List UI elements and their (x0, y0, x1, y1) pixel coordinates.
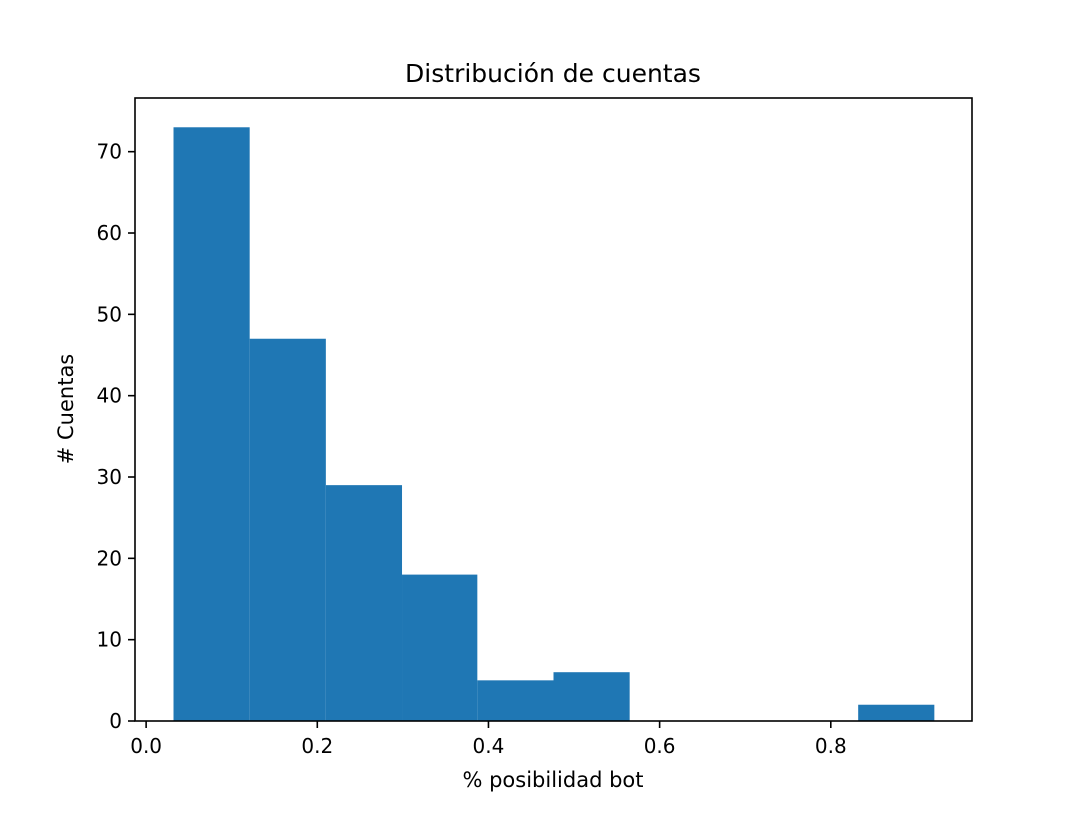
histogram-bar (325, 485, 403, 721)
y-tick-label: 30 (97, 465, 122, 489)
x-axis-label: % posibilidad bot (462, 768, 643, 792)
histogram-bar (173, 127, 250, 722)
chart-title: Distribución de cuentas (405, 59, 701, 88)
y-tick-label: 50 (97, 302, 122, 326)
x-tick-label: 0.8 (815, 734, 847, 758)
histogram-bar (553, 672, 630, 721)
histogram-bar (402, 574, 478, 721)
y-tick-label: 70 (97, 140, 122, 164)
y-tick-label: 0 (109, 709, 122, 733)
y-axis-label: # Cuentas (54, 354, 78, 465)
histogram-bar (858, 704, 935, 721)
histogram-bars (173, 127, 935, 722)
y-tick-label: 20 (97, 546, 122, 570)
y-tick-label: 60 (97, 221, 122, 245)
histogram-bar (249, 338, 326, 721)
x-tick-label: 0.4 (473, 734, 505, 758)
x-tick-label: 0.2 (301, 734, 333, 758)
x-tick-label: 0.0 (130, 734, 162, 758)
histogram-bar (477, 680, 554, 721)
x-axis-ticks: 0.0 0.2 0.4 0.6 0.8 (130, 721, 847, 758)
y-tick-label: 10 (97, 628, 122, 652)
x-tick-label: 0.6 (644, 734, 676, 758)
y-tick-label: 40 (97, 384, 122, 408)
plot-area-frame (134, 97, 973, 722)
y-axis-ticks: 0 10 20 30 40 50 60 70 (97, 140, 135, 733)
